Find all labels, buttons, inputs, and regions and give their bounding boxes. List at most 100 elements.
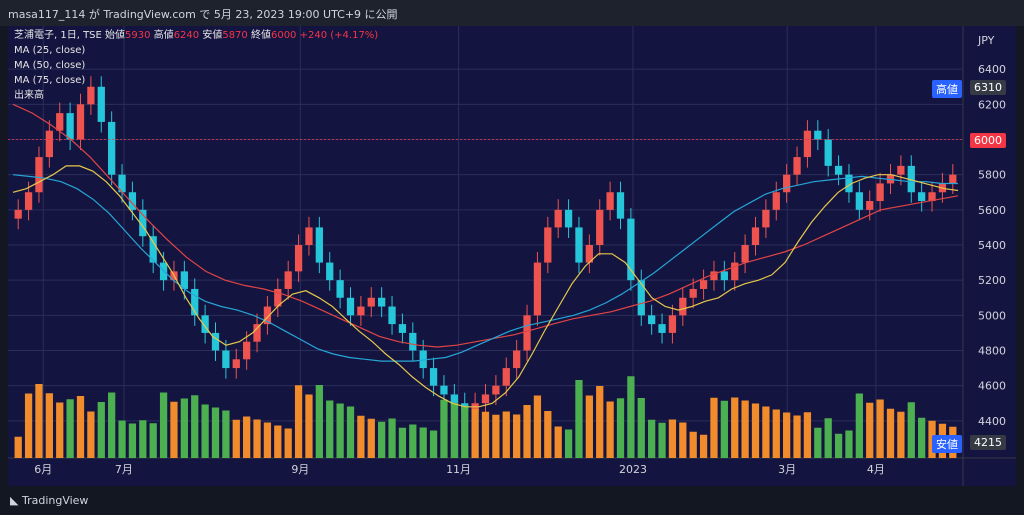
volume-bar — [606, 401, 614, 458]
candle-body — [346, 297, 355, 316]
candle-body — [918, 192, 926, 202]
price-chart[interactable]: 6400 6200 6000 5800 5600 5400 5200 5000 4800 4600… — [8, 26, 1016, 486]
candle-body — [554, 209, 562, 228]
volume-bar — [616, 398, 625, 458]
candle-body — [855, 192, 863, 210]
low-tag-value: 4215 — [970, 435, 1006, 450]
candle-body — [648, 315, 656, 325]
y-tick-label: 5000 — [978, 309, 1006, 322]
ma50-legend[interactable]: MA (50, close) — [14, 60, 86, 71]
candle-body — [378, 297, 386, 307]
brand-name: TradingView — [21, 494, 89, 507]
volume-bar — [502, 411, 510, 458]
candle-body — [471, 403, 479, 413]
volume-bar — [866, 402, 874, 458]
open-label: 始値 — [105, 30, 126, 41]
candle-body — [388, 306, 396, 325]
volume-bar — [492, 414, 500, 458]
volume-bar — [159, 392, 168, 458]
high-value: 6240 — [173, 30, 200, 41]
candle-body — [866, 201, 874, 210]
ma75-line — [12, 103, 959, 348]
candle-body — [834, 165, 843, 175]
high-tag-label: 高値 — [932, 80, 962, 98]
volume-legend[interactable]: 出来高 — [14, 90, 44, 101]
y-tick-label: 6200 — [978, 98, 1006, 111]
candle-body — [191, 288, 199, 316]
volume-bar — [710, 397, 718, 458]
candle-body — [128, 192, 137, 210]
volume-bar — [886, 408, 895, 458]
candle-body — [564, 209, 573, 228]
x-tick-label: 6月 — [34, 463, 52, 476]
candle-body — [76, 104, 85, 140]
x-tick-label: 7月 — [115, 463, 133, 476]
y-tick-label: 4600 — [978, 380, 1006, 393]
candle-body — [211, 332, 220, 351]
volume-bar — [876, 399, 884, 458]
volume-bar — [336, 403, 344, 458]
high-label: 高値 — [153, 30, 174, 41]
candle-body — [502, 368, 510, 386]
volume-bar — [918, 417, 926, 458]
volume-bar — [679, 422, 687, 458]
candle-body — [627, 218, 635, 281]
candle-body — [357, 306, 365, 316]
y-tick-label: 5600 — [978, 204, 1006, 217]
candle-body — [97, 86, 105, 122]
y-tick-label: 5400 — [978, 239, 1006, 252]
candle-body — [907, 165, 915, 193]
publish-info: masa117_114 が TradingView.com で 5月 23, 2… — [8, 8, 398, 21]
x-tick-label: 4月 — [867, 463, 885, 476]
candle-body — [492, 385, 500, 395]
volume-bar — [149, 423, 157, 458]
close-value: 6000 — [270, 30, 297, 41]
open-value: 5930 — [125, 30, 151, 41]
candle-body — [56, 113, 64, 131]
candle-body — [450, 394, 458, 404]
candle-body — [398, 324, 407, 333]
header-bar: masa117_114 が TradingView.com で 5月 23, 2… — [0, 0, 1024, 26]
volume-bar — [294, 385, 303, 458]
volume-bar — [191, 395, 199, 458]
volume-bar — [751, 403, 760, 458]
x-tick-label: 3月 — [778, 463, 796, 476]
candle-body — [284, 271, 292, 289]
volume-bar — [118, 420, 126, 458]
volume-bar — [814, 427, 822, 458]
ma25-legend[interactable]: MA (25, close) — [14, 45, 86, 56]
volume-bar — [315, 385, 323, 458]
chart-legend: 芝浦電子, 1日, TSE 始値5930 高値6240 安値5870 終値600… — [14, 28, 378, 103]
volume-bar — [513, 414, 521, 458]
candle-body — [596, 209, 604, 245]
volume-bar — [689, 431, 697, 458]
volume-bar — [461, 405, 469, 458]
volume-bar — [627, 376, 635, 458]
candle-body — [699, 280, 708, 289]
candle-body — [274, 288, 282, 307]
candle-body — [523, 315, 531, 351]
volume-bar — [284, 428, 292, 458]
volume-bar — [419, 427, 427, 458]
volume-bar — [824, 418, 832, 458]
candle-body — [876, 183, 884, 202]
candle-body — [741, 245, 749, 263]
volume-bar — [575, 380, 583, 458]
candle-body — [637, 280, 645, 316]
candle-body — [87, 86, 95, 105]
candle-body — [845, 174, 853, 193]
candle-body — [720, 271, 728, 281]
volume-bar — [471, 408, 479, 458]
volume-bar — [834, 433, 843, 458]
tradingview-logo[interactable]: ◣ TradingView — [10, 494, 89, 507]
volume-bar — [326, 400, 334, 458]
ma25-line — [12, 165, 959, 408]
volume-bar — [24, 393, 33, 458]
volume-bar — [596, 386, 604, 458]
volume-bar — [180, 398, 188, 458]
candle-body — [658, 324, 666, 333]
volume-bar — [564, 429, 573, 458]
candle-body — [108, 121, 116, 175]
footer: ◣ TradingView — [0, 490, 1024, 515]
ma75-legend[interactable]: MA (75, close) — [14, 75, 86, 86]
